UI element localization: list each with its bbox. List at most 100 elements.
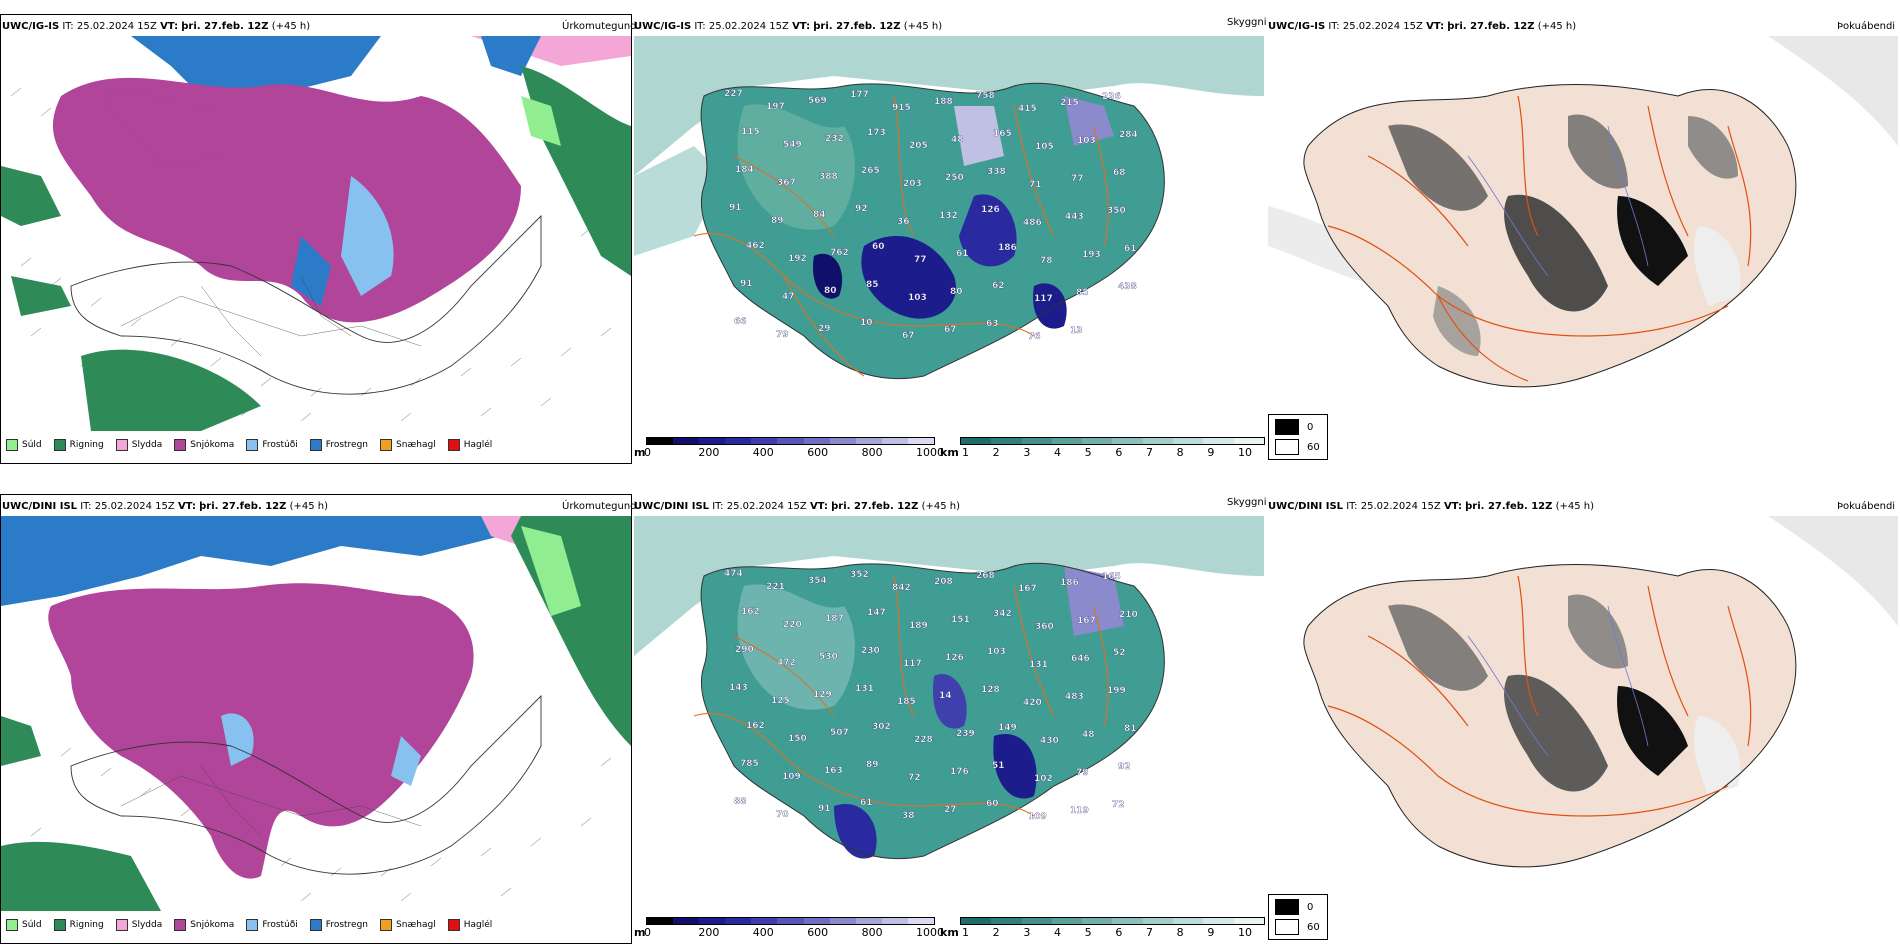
cloud-base-label: 47 — [782, 292, 795, 302]
ceiling-unit-top: m — [634, 446, 646, 459]
colorbar-step — [673, 918, 700, 924]
cloud-base-label: 92 — [855, 204, 868, 214]
legend-item: Frostúði — [246, 919, 298, 931]
colorbar-tick-label: 5 — [1084, 926, 1092, 939]
colorbar-step — [699, 438, 726, 444]
colorbar-step — [1112, 918, 1143, 924]
cloud-base-label: 71 — [1029, 180, 1042, 190]
cloud-base-label: 302 — [872, 722, 891, 732]
cloud-base-label: 80 — [824, 286, 837, 296]
colorbar-tick-label: 3 — [1023, 926, 1031, 939]
colorbar-step — [829, 438, 856, 444]
legend-swatch — [6, 919, 18, 931]
cloud-base-label: 62 — [992, 281, 1005, 291]
colorbar-tick-label: 9 — [1207, 446, 1215, 459]
cloud-base-label: 51 — [992, 761, 1005, 771]
legend-item: Snæhagl — [380, 919, 436, 931]
cloud-base-label: 78 — [1040, 256, 1053, 266]
cloud-base-label: 203 — [903, 179, 922, 189]
precip-map-top — [1, 36, 631, 431]
header-fog-bottom: UWC/DINI ISL IT: 25.02.2024 15Z VT: þri.… — [1268, 501, 1595, 512]
cloud-base-label: 350 — [1107, 206, 1126, 216]
panel-title-clouds-bottom: Skyggni — [1227, 497, 1267, 508]
cloud-base-label: 284 — [1119, 130, 1138, 140]
colorbar-tick-label: 7 — [1146, 446, 1153, 459]
cloud-base-label: 388 — [819, 172, 838, 182]
colorbar-step — [881, 918, 908, 924]
cloud-base-label: 162 — [746, 721, 765, 731]
cloud-base-label: 72 — [908, 773, 921, 783]
cloud-base-label: 67 — [944, 325, 957, 335]
fog-swatch — [1275, 439, 1299, 455]
cloud-base-label: 338 — [987, 167, 1006, 177]
cloud-base-label: 76 — [1028, 332, 1041, 342]
fog-legend-item: 0 — [1275, 419, 1313, 435]
cloud-base-label: 354 — [808, 576, 827, 586]
cloud-base-label: 785 — [740, 759, 759, 769]
panel-title-precip-top: Úrkomutegund — [562, 21, 637, 32]
cloud-base-label: 915 — [892, 103, 911, 113]
legend-swatch — [380, 439, 393, 451]
cloud-base-label: 80 — [950, 287, 963, 297]
cloud-base-label: 91 — [729, 203, 742, 213]
colorbar-tick-label: 2 — [992, 926, 1000, 939]
cloud-base-label: 221 — [766, 582, 785, 592]
cloud-base-label: 109 — [782, 772, 801, 782]
colorbar-tick-label: 0 — [644, 446, 651, 459]
header-clouds-top: UWC/IG-IS IT: 25.02.2024 15Z VT: þri. 27… — [634, 21, 943, 32]
fog-legend-top: 0 60 — [1268, 414, 1328, 460]
cloud-base-label: 63 — [986, 319, 999, 329]
legend-swatch — [115, 439, 128, 451]
clouds-map-bottom — [634, 516, 1264, 860]
cloud-base-label: 228 — [914, 735, 933, 745]
colorbar-step — [829, 918, 856, 924]
colorbar-step — [907, 918, 935, 924]
precip-panel-bottom — [0, 494, 632, 944]
cloud-base-label: 268 — [976, 571, 995, 581]
legend-item: Slydda — [115, 919, 162, 931]
colorbar-tick-label: 8 — [1176, 446, 1184, 459]
cloud-base-label: 438 — [1118, 282, 1137, 292]
cloud-base-label: 60 — [872, 242, 885, 252]
cloud-base-label: 162 — [741, 607, 760, 617]
colorbar-step — [803, 438, 830, 444]
cloud-base-label: 68 — [1113, 168, 1126, 178]
colorbar-tick-label: 1 — [962, 926, 969, 939]
cloud-base-label: 250 — [945, 173, 964, 183]
colorbar-step — [991, 918, 1022, 924]
colorbar-tick-label: 1 — [962, 446, 969, 459]
cloud-base-label: 193 — [1082, 250, 1101, 260]
cloud-base-label: 48 — [1082, 730, 1095, 740]
colorbar-tick-label: 400 — [752, 926, 774, 939]
colorbar-step — [1203, 918, 1234, 924]
cloud-base-label: 352 — [850, 570, 869, 580]
cloud-base-label: 360 — [1035, 622, 1054, 632]
panel-title-fog-bottom: Þokuábendi — [1837, 501, 1896, 512]
legend-item: Frostregn — [309, 439, 368, 451]
header-clouds-bottom: UWC/DINI ISL IT: 25.02.2024 15Z VT: þri.… — [634, 501, 961, 512]
cloud-base-label: 61 — [860, 798, 873, 808]
header-precip-top: UWC/IG-IS IT: 25.02.2024 15Z VT: þri. 27… — [2, 21, 311, 32]
cloud-base-label: 60 — [986, 799, 999, 809]
legend-swatch — [447, 919, 460, 931]
cloud-base-label: 167 — [1018, 584, 1037, 594]
cloud-base-label: 66 — [734, 317, 747, 327]
cloud-base-label: 77 — [1071, 174, 1084, 184]
legend-item: Snjókoma — [174, 919, 234, 931]
cloud-base-label: 210 — [1119, 610, 1138, 620]
cloud-base-label: 187 — [825, 614, 844, 624]
legend-item: Súld — [6, 439, 42, 451]
cloud-base-label: 507 — [830, 728, 849, 738]
cloud-base-label: 151 — [951, 615, 970, 625]
cloud-base-label: 415 — [1018, 104, 1037, 114]
cloud-base-label: 189 — [909, 621, 928, 631]
precip-map-bottom — [1, 516, 631, 911]
colorbar-step — [1142, 918, 1174, 924]
colorbar-step — [1082, 918, 1113, 924]
cloud-base-label: 176 — [950, 767, 969, 777]
cloud-base-label: 117 — [1034, 294, 1053, 304]
cloud-base-label: 103 — [987, 647, 1006, 657]
legend-swatch — [53, 439, 66, 451]
colorbar-tick-label: 7 — [1146, 926, 1153, 939]
colorbar-step — [725, 918, 752, 924]
